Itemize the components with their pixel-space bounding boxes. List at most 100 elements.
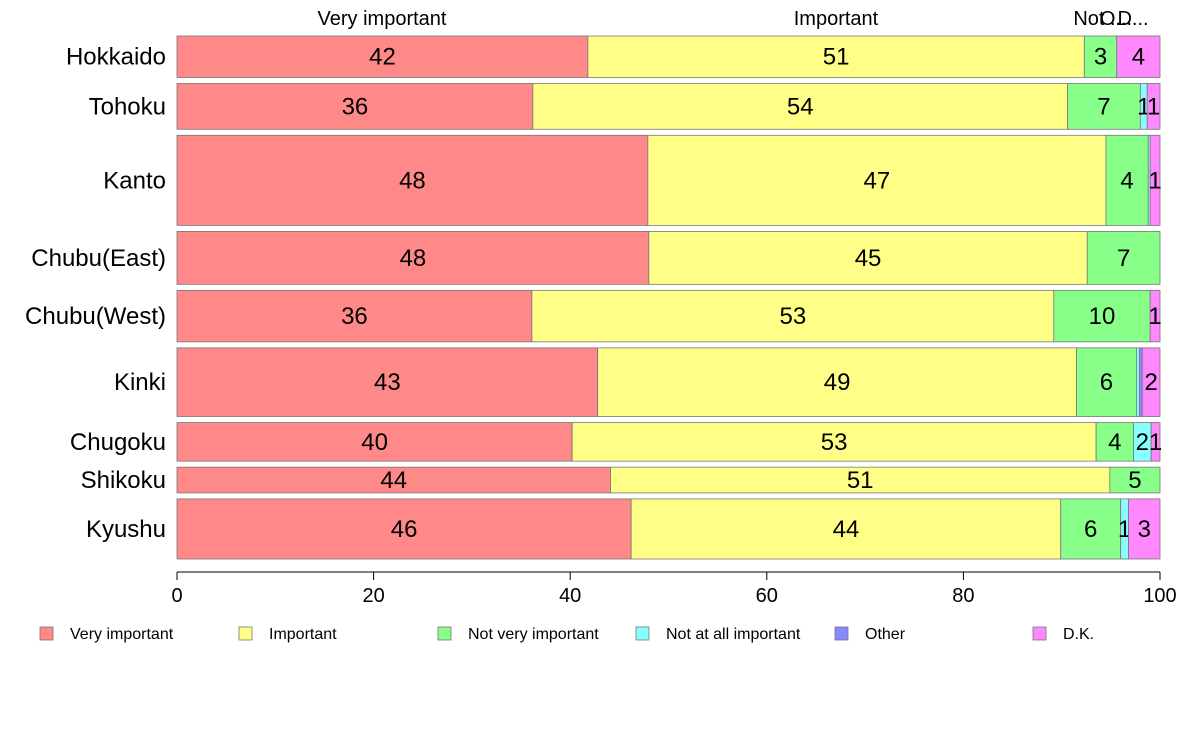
data-label: 51 [823, 44, 850, 71]
data-label: 44 [380, 467, 407, 494]
region-label-chubu-west: Chubu(West) [25, 303, 166, 330]
bar-segment-chubu-west-d-k [1149, 289, 1161, 343]
bar-row-kyushu: 46 44 6 1 3 [176, 498, 1161, 560]
legend: Very important Important Not very importan… [39, 626, 1094, 643]
data-label: 6 [1084, 516, 1097, 543]
x-tick-label: 20 [362, 585, 384, 607]
bar-segment-kanto-important [647, 134, 1107, 226]
top-label-o: O... [1100, 8, 1132, 30]
bar-row-tohoku: 36 54 7 11 [176, 83, 1161, 130]
data-label: 36 [342, 93, 369, 120]
region-label-kinki: Kinki [114, 369, 166, 396]
bar-segment-hokkaido-not-very-important [1083, 35, 1118, 78]
data-label: 44 [833, 516, 860, 543]
region-label-shikoku: Shikoku [81, 467, 166, 494]
bar-segment-kyushu-very-important [176, 498, 632, 560]
bar-segment-chugoku-very-important [176, 422, 573, 462]
bar-segment-tohoku-d-k [1146, 83, 1161, 130]
data-label: 51 [847, 467, 874, 494]
data-label: 2 [1144, 369, 1157, 396]
region-label-chubu-east: Chubu(East) [31, 245, 166, 272]
x-axis: 0 20 40 60 80 100 [171, 571, 1177, 607]
bar-segment-hokkaido-d-k [1116, 35, 1161, 78]
top-label-d: D... [1117, 8, 1148, 30]
data-label: 53 [779, 303, 806, 330]
bar-segment-kyushu-not-very-important [1060, 498, 1122, 560]
data-label: 4 [1108, 429, 1121, 456]
bar-segment-tohoku-important [532, 83, 1068, 130]
bar-row-shikoku: 44 51 5 [176, 466, 1161, 494]
legend-swatch [1032, 626, 1047, 641]
legend-item-very-important: Very important [39, 626, 174, 643]
bar-segment-kyushu-d-k [1128, 498, 1161, 560]
legend-item-other: Other [834, 626, 906, 643]
legend-swatch [238, 626, 253, 641]
bar-segment-chubu-west-important [531, 289, 1055, 343]
data-label: 1 [1148, 167, 1161, 194]
data-label: 1 [1148, 303, 1161, 330]
region-label-kanto: Kanto [103, 167, 166, 194]
legend-label: D.K. [1063, 626, 1094, 643]
legend-label: Other [865, 626, 906, 643]
data-label: 4 [1132, 44, 1145, 71]
top-category-labels: Very important Important Not ...O...D... [318, 8, 1149, 30]
x-tick-label: 80 [952, 585, 974, 607]
bar-segment-chubu-east-important [648, 231, 1088, 285]
bar-segment-chugoku-not-very-important [1095, 422, 1134, 462]
data-label: 47 [864, 167, 891, 194]
bar-segment-shikoku-very-important [176, 466, 611, 494]
bar-segment-kinki-important [597, 347, 1077, 417]
data-label: 1 [1147, 93, 1160, 120]
data-label: 46 [391, 516, 418, 543]
data-label: 42 [369, 44, 396, 71]
data-label: 48 [400, 245, 427, 272]
data-label: 53 [821, 429, 848, 456]
data-label: 1 [1149, 429, 1162, 456]
data-label: 6 [1100, 369, 1113, 396]
bar-segment-kanto-very-important [176, 134, 649, 226]
bar-segment-chubu-west-very-important [176, 289, 533, 343]
data-label: 48 [399, 167, 426, 194]
data-label: 7 [1097, 93, 1110, 120]
x-tick-label: 100 [1143, 585, 1176, 607]
legend-swatch [39, 626, 54, 641]
region-label-chugoku: Chugoku [70, 429, 166, 456]
bar-row-chubu-west: 36 53 10 1 [176, 289, 1162, 343]
legend-item-not-at-all-important: Not at all important [635, 626, 801, 643]
data-label: 43 [374, 369, 401, 396]
bar-segment-chubu-east-not-very-important [1086, 231, 1161, 285]
bar-segment-chubu-east-very-important [176, 231, 650, 285]
top-label-not: Not ... [1073, 8, 1126, 30]
top-label-important: Important [794, 8, 879, 30]
region-label-kyushu: Kyushu [86, 516, 166, 543]
bar-segment-kanto-not-very-important [1105, 134, 1149, 226]
data-label: 3 [1094, 44, 1107, 71]
x-tick-label: 0 [171, 585, 182, 607]
legend-label: Important [269, 626, 337, 643]
bar-segment-shikoku-not-very-important [1109, 466, 1161, 494]
bar-segment-shikoku-important [610, 466, 1111, 494]
bar-segment-chugoku-d-k [1150, 422, 1161, 462]
data-label: 10 [1089, 303, 1116, 330]
bar-segment-kinki-not-at-all-important [1136, 347, 1140, 417]
region-label-hokkaido: Hokkaido [66, 44, 166, 71]
legend-item-d-k: D.K. [1032, 626, 1094, 643]
bar-segment-kanto-d-k [1149, 134, 1161, 226]
bar-segment-kinki-other [1138, 347, 1143, 417]
bar-segment-chubu-west-not-very-important [1053, 289, 1151, 343]
x-tick-label: 40 [559, 585, 581, 607]
data-label: 4 [1120, 167, 1133, 194]
bar-segment-kinki-not-very-important [1076, 347, 1137, 417]
data-label: 45 [855, 245, 882, 272]
bar-segment-chugoku-important [571, 422, 1097, 462]
bar-row-hokkaido: 42 51 3 4 [176, 35, 1161, 78]
bar-segment-tohoku-not-very-important [1067, 83, 1141, 130]
x-tick-label: 60 [756, 585, 778, 607]
data-label: 40 [361, 429, 388, 456]
data-label: 7 [1117, 245, 1130, 272]
bar-row-chugoku: 40 53 4 2 1 [176, 422, 1162, 462]
data-label: 2 [1136, 429, 1149, 456]
bar-segment-kinki-d-k [1141, 347, 1161, 417]
top-label-very-important: Very important [318, 8, 447, 30]
